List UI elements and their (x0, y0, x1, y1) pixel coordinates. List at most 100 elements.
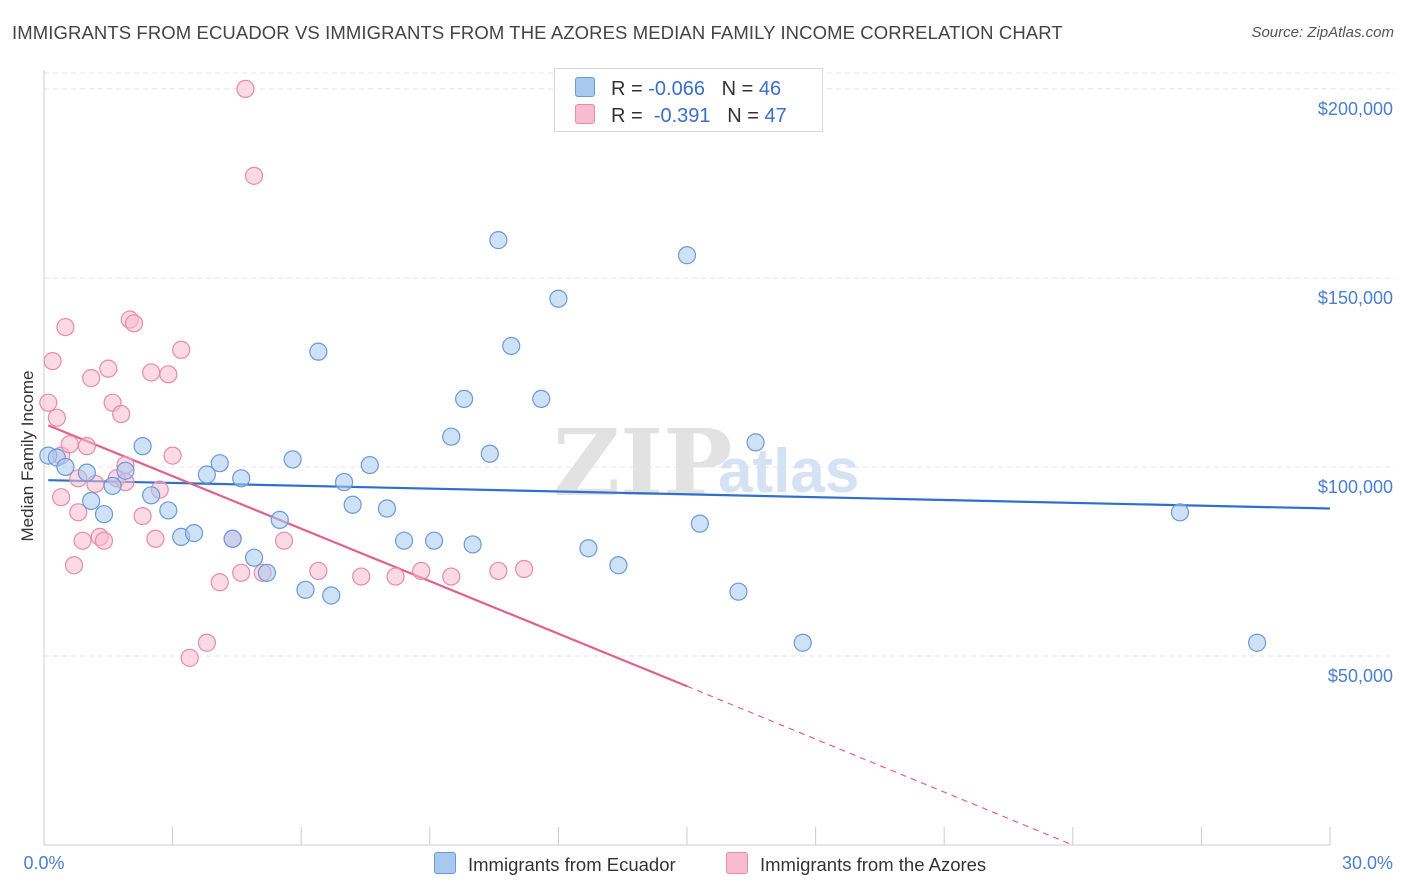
data-point-azores (112, 404, 131, 424)
x-tick-labels: 0.0% 30.0% (23, 853, 1393, 873)
data-point-ecuador (210, 454, 229, 473)
data-point-azores (197, 633, 216, 652)
data-point-ecuador (309, 342, 328, 361)
data-point-ecuador (690, 514, 709, 533)
legend-box: R = -0.066 N = 46 R = -0.391 N = 47 (554, 68, 823, 132)
data-point-ecuador (489, 231, 508, 250)
data-point-azores (52, 488, 71, 507)
x-tick-label-min: 0.0% (23, 853, 64, 873)
legend-n-label: N = (727, 105, 759, 127)
data-point-azores (39, 393, 58, 412)
data-point-ecuador (159, 501, 178, 520)
data-point-azores (442, 567, 461, 586)
data-point-azores (69, 503, 88, 522)
data-point-ecuador (793, 633, 812, 652)
data-point-ecuador (532, 389, 551, 409)
legend-n-value-azores: 47 (764, 105, 787, 127)
data-point-azores (82, 369, 101, 388)
data-point-ecuador (442, 427, 461, 446)
data-point-azores (94, 531, 114, 550)
data-point-azores (515, 559, 534, 579)
legend-row-azores: R = -0.391 N = 47 (575, 104, 787, 128)
data-point-ecuador (223, 529, 242, 548)
data-point-azores (77, 437, 96, 456)
data-points (39, 79, 1267, 667)
legend-row-ecuador: R = -0.066 N = 46 (575, 77, 781, 101)
data-point-ecuador (283, 450, 302, 469)
bottom-legend-azores: Immigrants from the Azores (726, 852, 986, 876)
y-tick-labels: $50,000 $100,000 $150,000 $200,000 (1318, 99, 1393, 686)
data-point-ecuador (360, 455, 379, 475)
data-point-ecuador (133, 437, 152, 456)
data-point-azores (124, 314, 144, 333)
data-point-ecuador (94, 505, 114, 524)
data-point-azores (60, 435, 79, 454)
y-tick-label: $50,000 (1328, 666, 1393, 686)
bottom-legend-label-ecuador: Immigrants from Ecuador (468, 854, 676, 875)
data-point-ecuador (257, 563, 277, 582)
data-point-azores (99, 359, 118, 378)
data-point-azores (64, 556, 84, 575)
data-point-ecuador (729, 582, 748, 601)
data-point-ecuador (296, 580, 315, 599)
data-point-azores (274, 531, 294, 550)
data-point-ecuador (549, 289, 568, 308)
y-tick-label: $150,000 (1318, 288, 1393, 308)
data-point-ecuador (244, 548, 264, 567)
bottom-legend-label-azores: Immigrants from the Azores (760, 854, 987, 875)
data-point-ecuador (82, 491, 101, 511)
data-point-azores (489, 561, 508, 581)
legend-r-label: R = (611, 105, 643, 127)
legend-r-value-azores: -0.391 (653, 105, 711, 127)
watermark-zip: ZIP (553, 409, 732, 517)
trend-lines (47, 424, 1331, 846)
data-point-ecuador (480, 444, 499, 463)
bottom-legend-ecuador: Immigrants from Ecuador (434, 852, 676, 876)
data-point-ecuador (322, 586, 341, 605)
data-point-azores (244, 166, 264, 185)
data-point-azores (386, 567, 405, 586)
trend-line-extension-1 (686, 685, 1074, 846)
chart-source: Source: ZipAtlas.com (1251, 24, 1394, 41)
chart-title: IMMIGRANTS FROM ECUADOR VS IMMIGRANTS FR… (12, 22, 1063, 43)
data-point-azores (232, 563, 251, 582)
data-point-ecuador (609, 556, 628, 575)
data-point-ecuador (184, 524, 204, 543)
data-point-ecuador (232, 469, 251, 488)
x-tick-label-max: 30.0% (1342, 853, 1393, 873)
data-point-ecuador (270, 510, 289, 529)
data-point-ecuador (377, 499, 397, 518)
data-point-ecuador (197, 465, 216, 484)
data-point-ecuador (334, 472, 354, 492)
data-point-azores (309, 561, 328, 581)
data-point-ecuador (77, 463, 96, 482)
data-point-ecuador (1248, 633, 1267, 652)
y-tick-label: $100,000 (1318, 477, 1393, 497)
data-point-ecuador (116, 461, 135, 480)
data-point-azores (142, 363, 161, 382)
data-point-ecuador (56, 457, 75, 477)
data-point-ecuador (1170, 503, 1190, 522)
legend-n-value-ecuador: 46 (758, 78, 782, 100)
legend-r-label: R = (611, 78, 643, 100)
y-axis-label: Median Family Income (18, 370, 37, 541)
data-point-azores (43, 351, 62, 371)
data-point-azores (159, 365, 178, 384)
data-point-ecuador (343, 495, 362, 514)
data-point-ecuador (424, 531, 444, 550)
data-point-azores (47, 408, 66, 427)
y-tick-label: $200,000 (1318, 99, 1393, 119)
data-point-azores (180, 648, 199, 667)
data-point-azores (146, 529, 165, 548)
data-point-azores (412, 561, 431, 581)
data-point-azores (352, 567, 371, 586)
data-point-azores (210, 573, 229, 592)
data-point-ecuador (142, 486, 161, 505)
trend-line-1 (47, 424, 688, 688)
legend-swatch-azores (575, 104, 595, 124)
data-point-ecuador (579, 539, 598, 558)
legend-r-value-ecuador: -0.066 (648, 78, 705, 100)
data-point-azores (236, 79, 255, 99)
legend-swatch-ecuador (575, 77, 595, 97)
